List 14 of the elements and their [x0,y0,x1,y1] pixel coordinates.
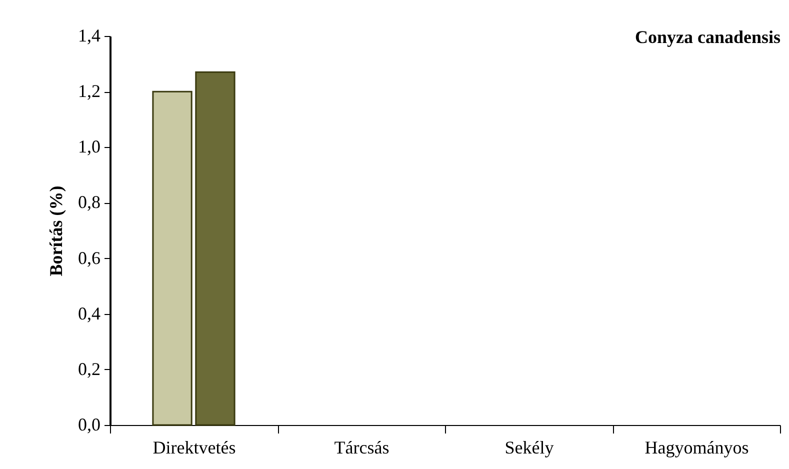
y-tick-label: 1,4 [78,26,100,46]
y-tick-label: 0,0 [78,414,100,434]
y-tick-label: 0,4 [78,303,100,324]
x-tick-label: Direktvetés [152,438,236,458]
y-tick-label: 0,2 [78,358,100,379]
x-tick-label: Hagyományos [644,438,749,458]
x-tick-label: Tárcsás [334,438,390,458]
y-tick-label: 0,6 [78,248,100,268]
y-tick-label: 0,8 [78,192,100,212]
y-tick-label: 1,0 [78,136,100,157]
x-tick-label: Sekély [504,438,554,458]
y-axis-title: Borítás (%) [46,186,66,276]
chart-title: Conyza canadensis [634,27,780,47]
y-tick-label: 1,2 [78,81,100,102]
